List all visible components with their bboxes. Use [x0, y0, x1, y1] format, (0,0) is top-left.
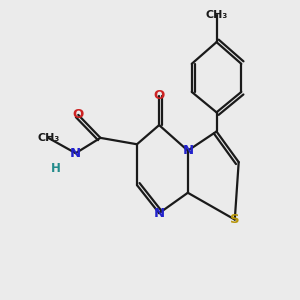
- Text: N: N: [154, 207, 165, 220]
- Text: N: N: [70, 147, 81, 160]
- Text: CH₃: CH₃: [37, 133, 59, 143]
- Text: CH₃: CH₃: [206, 10, 228, 20]
- Text: H: H: [51, 162, 61, 175]
- Text: S: S: [230, 213, 240, 226]
- Text: O: O: [73, 108, 84, 122]
- Text: O: O: [154, 89, 165, 102]
- Text: N: N: [182, 144, 194, 157]
